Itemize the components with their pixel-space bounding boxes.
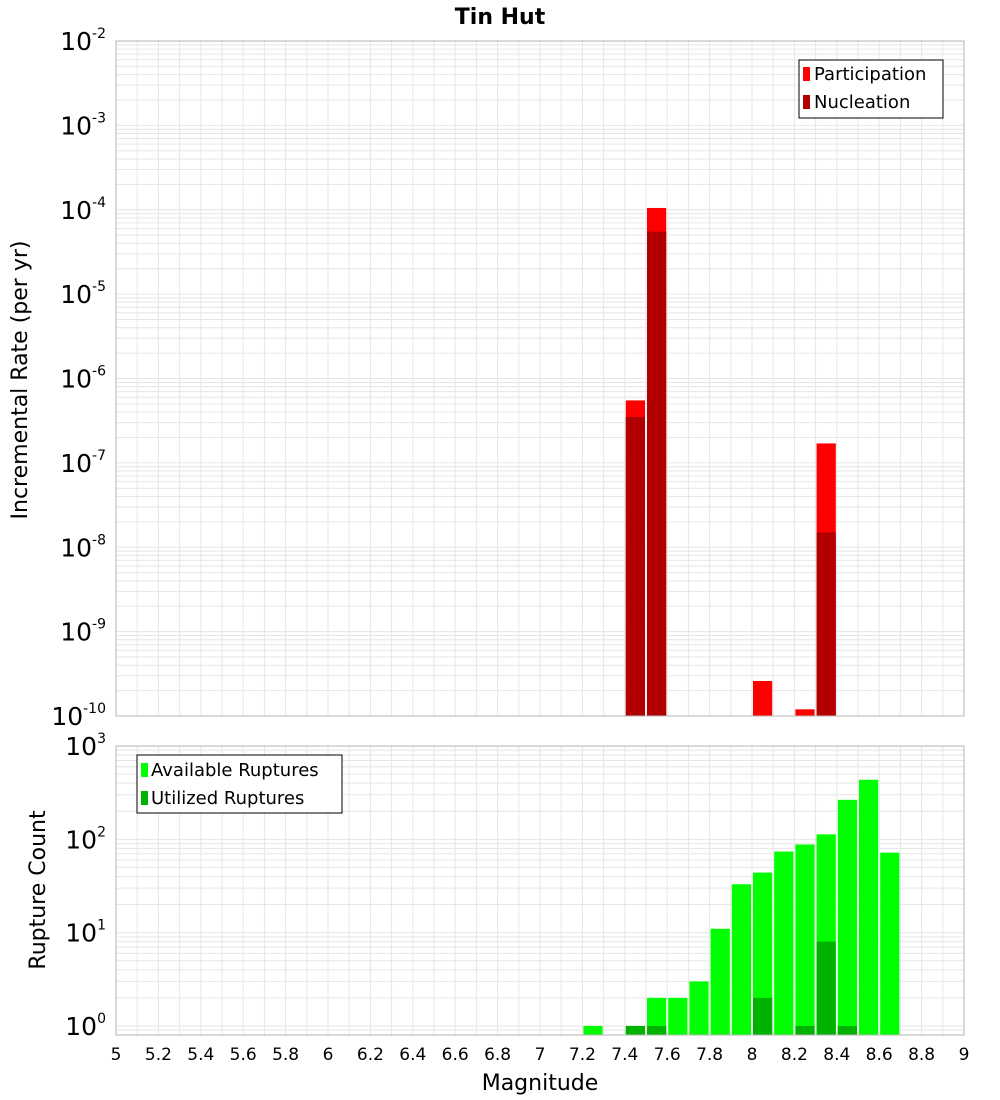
rate-gridlines [115, 41, 965, 717]
legend-label-nucleation: Nucleation [814, 92, 910, 113]
count-bar-b [795, 1025, 815, 1035]
rate-legend: Participation Nucleation [798, 59, 944, 119]
count-bar-a [880, 852, 900, 1035]
y-tick-label: 10-4 [60, 195, 106, 225]
legend-swatch-nucleation [803, 95, 810, 109]
count-bar-a [837, 799, 857, 1035]
y-tick-label: 10-8 [60, 532, 106, 562]
legend-swatch-participation [803, 67, 810, 81]
count-plot-frame [115, 745, 965, 1036]
count-bar-a [583, 1025, 603, 1035]
count-panel: 103 102 101 100 5 5.2 5.4 5.6 5.8 6 6.2 6.4 6.6 6.8 7… [26, 731, 969, 1096]
y-tick-label: 10-3 [60, 110, 106, 140]
x-tick-label: 7.2 [569, 1045, 596, 1065]
rate-bar-b [647, 231, 667, 716]
y-tick-label: 103 [65, 731, 106, 761]
rate-plot-frame [115, 40, 965, 717]
count-legend: Available Ruptures Utilized Ruptures [136, 754, 343, 814]
rate-bar-a [795, 709, 815, 716]
rate-bar-b [816, 532, 836, 716]
count-bar-a [795, 844, 815, 1035]
rate-y-ticks: 10-2 10-3 10-4 10-5 10-6 10-7 10-8 10-9 10-10 [51, 26, 106, 731]
x-axis-label: Magnitude [482, 1071, 599, 1096]
x-tick-label: 5.8 [272, 1045, 299, 1065]
legend-swatch-utilized [141, 791, 148, 805]
count-y-ticks: 103 102 101 100 [65, 731, 106, 1041]
count-bar-a [689, 981, 709, 1035]
x-tick-label: 6.6 [442, 1045, 469, 1065]
x-tick-label: 6.4 [399, 1045, 426, 1065]
y-tick-label: 10-6 [60, 364, 106, 394]
count-bar-b [837, 1025, 857, 1035]
rate-panel: 10-2 10-3 10-4 10-5 10-6 10-7 10-8 10-9 10-10 In… [8, 26, 965, 731]
count-bar-a [710, 928, 730, 1035]
count-bar-b [816, 941, 836, 1035]
chart-title: Tin Hut [455, 5, 546, 30]
count-bars [583, 779, 900, 1035]
count-bar-a [668, 997, 688, 1035]
count-bar-a [647, 997, 667, 1035]
y-tick-label: 10-9 [60, 617, 106, 647]
x-tick-label: 6 [323, 1045, 334, 1065]
x-tick-labels: 5 5.2 5.4 5.6 5.8 6 6.2 6.4 6.6 6.8 7 7.2 7.4 7.6 7.8 8… [111, 1045, 970, 1065]
rate-legend-box [798, 59, 944, 119]
y-tick-label: 10-10 [51, 701, 106, 731]
x-tick-label: 5.2 [145, 1045, 172, 1065]
y-tick-label: 101 [65, 918, 106, 948]
rate-bar-b [625, 416, 645, 716]
count-bar-a [859, 779, 879, 1035]
x-tick-label: 8.4 [823, 1045, 850, 1065]
rate-y-axis-label: Incremental Rate (per yr) [8, 241, 33, 520]
x-tick-label: 5 [111, 1045, 122, 1065]
count-bar-b [753, 997, 773, 1035]
x-tick-label: 5.4 [187, 1045, 214, 1065]
x-tick-label: 7.6 [654, 1045, 681, 1065]
count-bar-b [625, 1025, 645, 1035]
y-tick-label: 10-2 [60, 26, 106, 56]
y-tick-label: 10-5 [60, 279, 106, 309]
count-bar-b [647, 1025, 667, 1035]
x-tick-label: 5.6 [230, 1045, 257, 1065]
count-y-axis-label: Rupture Count [26, 810, 51, 970]
rate-bars [625, 207, 836, 716]
rate-bar-a [753, 680, 773, 716]
legend-swatch-available [141, 763, 148, 777]
y-tick-label: 100 [65, 1011, 106, 1041]
count-bar-a [774, 851, 794, 1035]
y-tick-label: 102 [65, 824, 106, 854]
x-tick-label: 8.2 [781, 1045, 808, 1065]
x-tick-label: 7 [535, 1045, 546, 1065]
x-tick-label: 7.4 [611, 1045, 638, 1065]
count-legend-box [136, 754, 343, 814]
x-tick-label: 7.8 [696, 1045, 723, 1065]
x-tick-label: 8.6 [866, 1045, 893, 1065]
y-tick-label: 10-7 [60, 448, 106, 478]
count-bar-a [753, 872, 773, 1035]
legend-label-participation: Participation [814, 64, 926, 85]
x-tick-label: 8.8 [908, 1045, 935, 1065]
x-tick-label: 6.8 [484, 1045, 511, 1065]
x-tick-label: 9 [959, 1045, 970, 1065]
legend-label-utilized: Utilized Ruptures [151, 788, 304, 809]
x-tick-label: 8 [747, 1045, 758, 1065]
count-bar-a [731, 884, 751, 1035]
x-tick-label: 6.2 [357, 1045, 384, 1065]
legend-label-available: Available Ruptures [151, 760, 319, 781]
